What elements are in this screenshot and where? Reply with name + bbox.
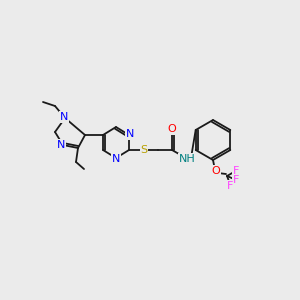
Text: F: F [233, 175, 239, 185]
Text: O: O [168, 124, 176, 134]
Text: N: N [126, 129, 134, 139]
Text: NH: NH [178, 154, 195, 164]
Text: N: N [112, 154, 120, 164]
Text: O: O [212, 166, 220, 176]
Text: N: N [57, 140, 65, 150]
Text: F: F [233, 166, 239, 176]
Text: F: F [227, 181, 233, 191]
Text: N: N [60, 112, 68, 122]
Text: S: S [140, 145, 148, 155]
